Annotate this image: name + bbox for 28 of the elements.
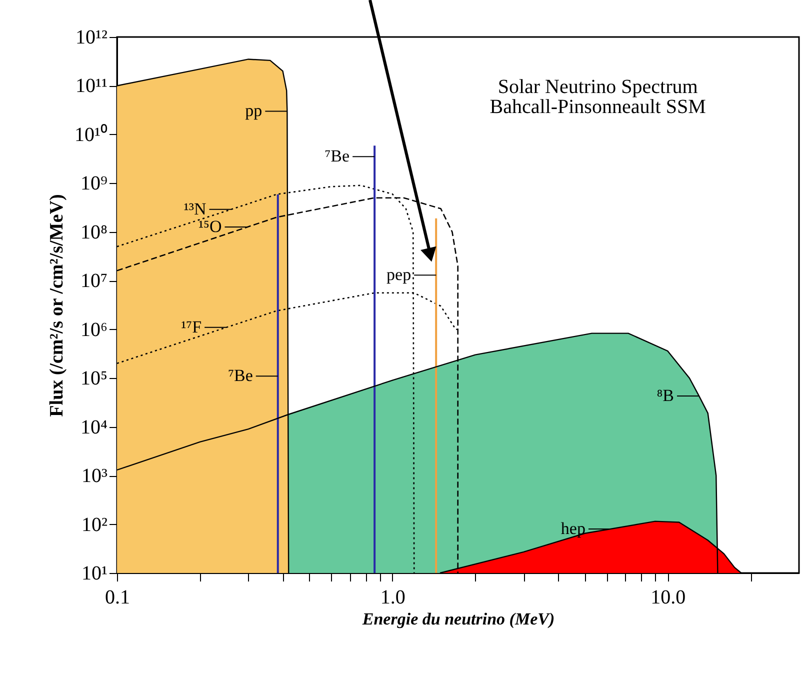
- annotation: pep: [386, 265, 412, 284]
- text: Solar Neutrino Spectrum: [498, 76, 698, 98]
- annotation: ¹³N: [184, 199, 206, 218]
- y-tick-label: 10⁶: [80, 318, 108, 341]
- annotation: hep: [560, 518, 586, 538]
- y-axis-title: Flux (/cm²/s or /cm²/s/MeV): [46, 194, 68, 417]
- y-tick-label: 10³: [82, 465, 108, 488]
- y-tick-label: 10⁷: [80, 270, 108, 292]
- x-tick-label: 1.0: [380, 586, 406, 608]
- annotation: ¹⁵O: [198, 217, 222, 236]
- annotation: ⁷Be: [324, 146, 350, 166]
- y-tick-label: 10⁹: [80, 172, 108, 195]
- y-tick-label: 10⁸: [80, 221, 108, 244]
- x-tick-label: 10.0: [650, 586, 686, 608]
- annotation: ⁸B: [656, 386, 674, 405]
- x-axis-title: Energie du neutrino (MeV): [361, 610, 555, 628]
- annotation: ¹⁷F: [181, 317, 202, 336]
- y-tick-label: 10⁴: [80, 416, 108, 438]
- y-tick-label: 10⁵: [80, 368, 108, 390]
- y-tick-label: 10¹: [82, 562, 108, 584]
- text: Bahcall-Pinsonneault SSM: [490, 96, 706, 118]
- y-tick-label: 10¹⁰: [74, 122, 108, 146]
- annotation: ⁷Be: [228, 366, 253, 386]
- annotation: pp: [245, 101, 262, 120]
- y-tick-label: 10²: [82, 514, 108, 536]
- y-tick-label: 10¹²: [76, 26, 108, 48]
- x-tick-label: 0.1: [105, 586, 130, 608]
- y-tick-label: 10¹¹: [76, 75, 108, 98]
